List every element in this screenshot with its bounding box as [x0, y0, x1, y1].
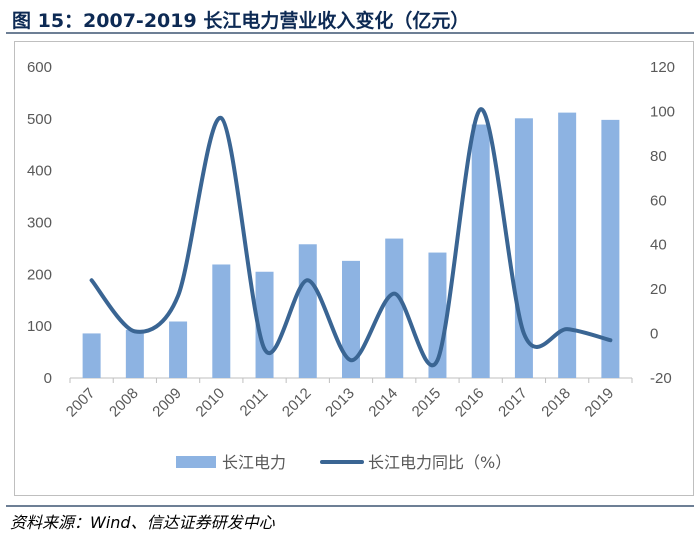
bar [601, 119, 620, 379]
y-right-tick-label: 20 [650, 281, 667, 298]
x-tick-label: 2012 [279, 385, 315, 421]
bar [385, 238, 404, 378]
bar [514, 118, 533, 378]
x-tick-label: 2009 [149, 385, 185, 421]
legend-swatch-bar [176, 456, 216, 468]
y-left-tick-label: 100 [27, 318, 52, 335]
y-left-tick-label: 0 [44, 370, 52, 387]
bar [471, 124, 490, 378]
y-right-tick-label: 100 [650, 103, 675, 120]
bar [558, 112, 577, 378]
x-tick-label: 2010 [193, 385, 229, 421]
legend-label-line: 长江电力同比（%） [368, 453, 511, 472]
y-right-tick-label: 80 [650, 148, 667, 165]
y-right-tick-label: 60 [650, 192, 667, 209]
bar [342, 260, 360, 378]
y-left-tick-label: 500 [27, 111, 52, 128]
x-tick-label: 2015 [409, 385, 445, 421]
y-left-tick-label: 600 [27, 59, 52, 76]
bar [169, 321, 188, 378]
y-right-tick-label: 0 [650, 326, 658, 343]
source-note: 资料来源：Wind、信达证券研发中心 [10, 513, 275, 532]
source-divider [6, 505, 694, 507]
x-tick-label: 2017 [495, 385, 531, 421]
x-tick-label: 2019 [582, 385, 618, 421]
y-left-tick-label: 200 [27, 266, 52, 283]
x-tick-label: 2011 [237, 385, 272, 420]
x-tick-label: 2016 [452, 385, 488, 421]
bar [125, 329, 144, 378]
x-tick-label: 2007 [63, 385, 99, 421]
y-right-tick-label: 120 [650, 59, 675, 76]
series-line [89, 107, 613, 367]
y-left-tick-label: 400 [27, 163, 52, 180]
legend-label-bar: 长江电力 [222, 453, 286, 472]
bar [298, 244, 317, 378]
chart-frame [14, 41, 694, 496]
y-left-tick-label: 300 [27, 215, 52, 232]
y-right-tick-label: 40 [650, 237, 667, 254]
y-right-tick-label: -20 [650, 370, 672, 387]
bar [82, 333, 101, 378]
bar [212, 264, 231, 378]
x-tick-label: 2008 [106, 385, 142, 421]
x-tick-label: 2014 [365, 385, 401, 421]
x-tick-label: 2018 [538, 385, 574, 421]
figure-title: 图 15：2007-2019 长江电力营业收入变化（亿元） [12, 10, 470, 32]
title-bar: 图 15：2007-2019 长江电力营业收入变化（亿元） [6, 2, 694, 34]
x-tick-label: 2013 [322, 385, 358, 421]
